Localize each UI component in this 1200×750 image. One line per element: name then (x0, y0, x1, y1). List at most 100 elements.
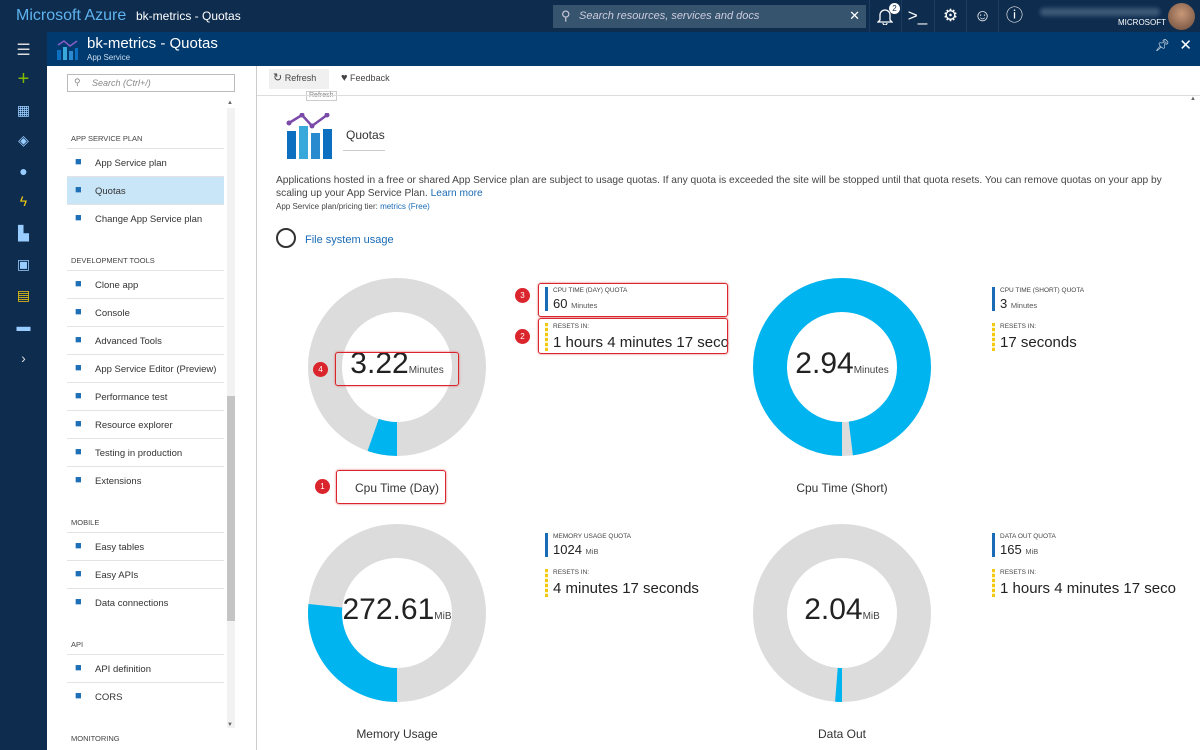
file-system-usage-link[interactable]: File system usage (305, 234, 394, 246)
menu-item-label: Performance test (95, 392, 168, 403)
chart-label: Memory Usage (356, 727, 438, 741)
menu-item-extensions[interactable]: ■ Extensions (67, 466, 224, 494)
donut-used-segment (308, 278, 486, 456)
feedback-smiley-button[interactable]: ☺ (966, 0, 998, 32)
blade-title-bar: bk-metrics - Quotas App Service 📌︎ ✕ (47, 32, 1200, 66)
quota-bar (992, 287, 995, 311)
table-icon: ■ (75, 540, 82, 552)
dashboard-icon[interactable]: ▦ (16, 102, 31, 118)
callout-number: 2 (515, 329, 530, 344)
refresh-icon: ↻ (273, 72, 283, 84)
menu-item-change-app-service-plan[interactable]: ■ Change App Service plan (67, 204, 224, 232)
menu-scrollbar-thumb[interactable] (227, 396, 235, 621)
usage-value: 2.94Minutes (742, 347, 942, 381)
usage-value: 272.61MiB (297, 593, 497, 627)
globe-icon[interactable]: ● (19, 163, 28, 179)
scroll-up-arrow-icon[interactable]: ▲ (227, 100, 233, 106)
terminal-icon: >_ (907, 6, 928, 25)
menu-item-api-definition[interactable]: ■ API definition (67, 654, 224, 682)
usage-number: 2.94 (795, 347, 854, 380)
menu-item-cors[interactable]: ■ CORS (67, 682, 224, 710)
create-resource-icon[interactable]: + (17, 68, 30, 90)
menu-item-label: Console (95, 308, 130, 319)
user-tenant[interactable]: MICROSOFT (1118, 18, 1166, 27)
title-underline (343, 150, 385, 151)
breadcrumb[interactable]: bk-metrics - Quotas (136, 9, 241, 23)
marketplace-icon[interactable]: ▣ (16, 256, 31, 272)
settings-button[interactable]: ⚙ (934, 0, 966, 32)
feedback-label: Feedback (350, 73, 390, 83)
resets-value: 4 minutes 17 seconds (553, 580, 699, 597)
extensions-icon: ■ (75, 474, 82, 486)
global-search-input[interactable]: ⚲ Search resources, services and docs ✕ (553, 5, 866, 28)
menu-item-label: Easy tables (95, 542, 145, 553)
sql-icon[interactable]: ▙ (18, 225, 29, 241)
menu-search-input[interactable]: ⚲ Search (Ctrl+/) (67, 74, 235, 92)
bell-icon (877, 9, 893, 25)
menu-item-app-service-plan[interactable]: ■ App Service plan (67, 148, 224, 176)
usage-number: 272.61 (342, 593, 435, 626)
notes-icon[interactable]: ▤ (16, 287, 31, 303)
quota-number: 3 (1000, 296, 1008, 311)
feedback-button[interactable]: ♥ Feedback (337, 69, 394, 89)
clear-search-icon[interactable]: ✕ (849, 8, 860, 23)
usage-unit: Minutes (408, 365, 444, 376)
help-button[interactable]: ⓘ (998, 0, 1030, 32)
quota-number: 1024 (553, 542, 582, 557)
scroll-up-arrow-icon[interactable]: ▲ (1190, 96, 1196, 102)
kudu-icon: ■ (75, 334, 82, 346)
callout-box (335, 352, 459, 386)
menu-item-advanced-tools[interactable]: ■ Advanced Tools (67, 326, 224, 354)
expand-chevron-icon[interactable]: › (21, 350, 26, 366)
scroll-down-arrow-icon[interactable]: ▼ (227, 722, 233, 728)
notifications-button[interactable]: 2 (869, 0, 901, 32)
cloud-icon: ■ (75, 390, 82, 402)
blade-title: bk-metrics - Quotas (87, 35, 218, 52)
close-icon[interactable]: ✕ (1179, 37, 1192, 54)
resets-bar (992, 569, 995, 597)
pin-icon[interactable]: 📌︎ (1154, 38, 1170, 52)
api-definition-icon: ■ (75, 662, 82, 674)
menu-item-clone-app[interactable]: ■ Clone app (67, 270, 224, 298)
code-icon: ■ (75, 362, 82, 374)
menu-item-label: Data connections (95, 598, 169, 609)
cloud-shell-button[interactable]: >_ (901, 0, 933, 32)
resets-value: 1 hours 4 minutes 17 seco (553, 334, 729, 351)
learn-more-link[interactable]: Learn more (430, 188, 483, 199)
menu-item-label: Extensions (95, 476, 142, 487)
function-icon[interactable]: ϟ (19, 193, 28, 209)
menu-item-console[interactable]: ■ Console (67, 298, 224, 326)
menu-item-performance-test[interactable]: ■ Performance test (67, 382, 224, 410)
quota-unit: Minutes (1010, 301, 1038, 310)
menu-item-quotas[interactable]: ■ Quotas (67, 176, 224, 204)
top-bar: Microsoft Azure bk-metrics - Quotas ⚲ Sea… (0, 0, 1200, 32)
content-scrollbar[interactable]: ▲ (1190, 96, 1200, 746)
menu-section-header: APP SERVICE PLAN (71, 134, 143, 143)
menu-item-label: Advanced Tools (95, 336, 162, 347)
menu-item-resource-explorer[interactable]: ■ Resource explorer (67, 410, 224, 438)
monitor-icon[interactable]: ▬ (16, 318, 31, 334)
menu-section-header: API (71, 640, 84, 649)
donut-chart-1 (753, 278, 931, 456)
resets-bar (992, 323, 995, 351)
menu-item-easy-apis[interactable]: ■ Easy APIs (67, 560, 224, 588)
resource-groups-icon[interactable]: ◈ (18, 132, 29, 148)
explorer-icon: ■ (75, 418, 82, 430)
hamburger-menu-icon[interactable]: ☰ (16, 42, 31, 59)
menu-item-easy-tables[interactable]: ■ Easy tables (67, 532, 224, 560)
blade-subtitle: App Service (87, 53, 131, 62)
azure-brand[interactable]: Microsoft Azure (16, 7, 127, 24)
usage-unit: Minutes (853, 365, 889, 376)
refresh-button[interactable]: ↻ Refresh (269, 69, 329, 89)
blurred-username (1040, 8, 1160, 16)
help-icon: ⓘ (1006, 6, 1023, 25)
chart-label: Cpu Time (Short) (796, 481, 888, 495)
menu-item-data-connections[interactable]: ■ Data connections (67, 588, 224, 616)
quota-label: CPU TIME (DAY) QUOTA (553, 287, 628, 294)
avatar[interactable] (1168, 3, 1195, 30)
menu-item-testing-in-production[interactable]: ■ Testing in production (67, 438, 224, 466)
tier-link[interactable]: metrics (Free) (380, 202, 430, 211)
menu-item-label: Easy APIs (95, 570, 139, 581)
clone-icon: ■ (75, 278, 82, 290)
menu-item-app-service-editor-preview-[interactable]: ■ App Service Editor (Preview) (67, 354, 224, 382)
